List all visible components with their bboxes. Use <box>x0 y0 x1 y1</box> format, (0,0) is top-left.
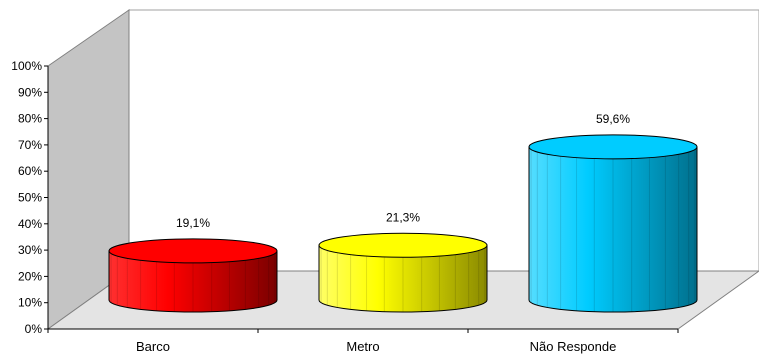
y-tick-label: 30% <box>18 243 42 257</box>
y-tick-label: 90% <box>18 85 42 99</box>
bar-body <box>318 244 488 313</box>
data-label: 21,3% <box>386 210 420 224</box>
bar-top <box>318 232 488 258</box>
y-tick-label: 10% <box>18 296 42 310</box>
bar-barco <box>108 238 278 313</box>
y-tick-label: 0% <box>25 322 43 336</box>
x-category-label: Não Responde <box>530 339 617 354</box>
y-tick-label: 60% <box>18 164 42 178</box>
bar-body <box>528 146 698 313</box>
data-label: 59,6% <box>596 112 630 126</box>
y-tick-label: 80% <box>18 112 42 126</box>
data-label: 19,1% <box>176 216 210 230</box>
bar-top <box>108 238 278 264</box>
bar-n-o-responde <box>528 134 698 313</box>
bar-top <box>528 134 698 160</box>
y-tick-label: 50% <box>18 191 42 205</box>
y-tick-label: 70% <box>18 138 42 152</box>
bar-body <box>108 250 278 313</box>
x-category-label: Barco <box>136 339 170 354</box>
x-category-label: Metro <box>346 339 379 354</box>
y-tick-label: 100% <box>11 59 42 73</box>
y-tick-label: 20% <box>18 269 42 283</box>
y-tick-label: 40% <box>18 217 42 231</box>
bar-metro <box>318 232 488 313</box>
